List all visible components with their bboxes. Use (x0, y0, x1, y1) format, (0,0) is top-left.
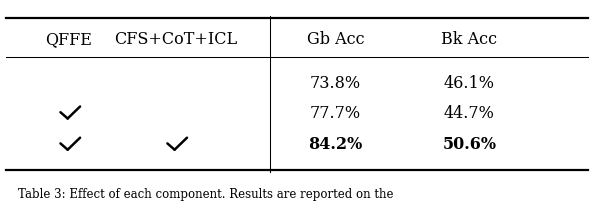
Text: Gb Acc: Gb Acc (307, 31, 365, 48)
Text: QFFE: QFFE (45, 31, 91, 48)
Text: 84.2%: 84.2% (308, 136, 363, 153)
Text: Table 3: Effect of each component. Results are reported on the: Table 3: Effect of each component. Resul… (18, 188, 393, 201)
Text: 44.7%: 44.7% (444, 105, 495, 122)
Text: 77.7%: 77.7% (310, 105, 361, 122)
Text: CFS+CoT+ICL: CFS+CoT+ICL (113, 31, 237, 48)
Text: 73.8%: 73.8% (310, 75, 361, 92)
Text: Bk Acc: Bk Acc (441, 31, 497, 48)
Text: 50.6%: 50.6% (443, 136, 496, 153)
Text: 46.1%: 46.1% (444, 75, 495, 92)
